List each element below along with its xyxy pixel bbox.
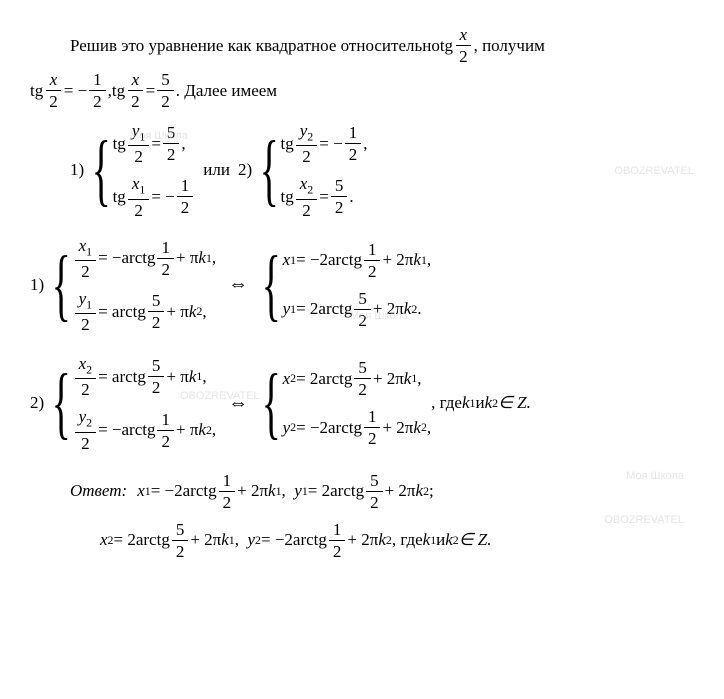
left-brace-icon: { — [52, 363, 71, 443]
intro-line: Решив это уравнение как квадратное относ… — [70, 26, 694, 65]
frac-x-2: x 2 — [455, 26, 472, 65]
left-brace-icon: { — [262, 245, 281, 325]
left-brace-icon: { — [52, 245, 71, 325]
watermark-text: Моя Школа — [626, 470, 684, 482]
tg: tg — [440, 36, 453, 56]
roots-line: tg x2 = − 12 , tg x2 = 52 . Далее имеем — [30, 71, 694, 110]
block-2: 2) { x22 = arctg 52 + πk1, y22 = −arctg … — [30, 355, 694, 452]
watermark-text: Моя Школа — [350, 310, 408, 322]
answer-line-2: x2 = 2arctg 52 + 2πk1 , y2 = −2arctg 12 … — [100, 521, 694, 560]
answer-line-1: Ответ: x1 = −2arctg 12 + 2πk1 , y1 = 2ar… — [70, 472, 694, 511]
iff-icon: ⇔ — [228, 273, 248, 296]
watermark-text: OBOZREVATEL — [614, 165, 694, 177]
intro-text-2: , получим — [474, 36, 545, 56]
left-brace-icon: { — [260, 130, 279, 210]
left-brace-icon: { — [92, 130, 111, 210]
watermark-text: OBOZREVATEL — [180, 390, 260, 402]
answer-label: Ответ: — [70, 481, 127, 501]
watermark-text: OBOZREVATEL — [604, 514, 684, 526]
left-brace-icon: { — [262, 363, 281, 443]
watermark-text: Моя Школа — [130, 130, 188, 142]
intro-text-1: Решив это уравнение как квадратное относ… — [70, 36, 440, 56]
